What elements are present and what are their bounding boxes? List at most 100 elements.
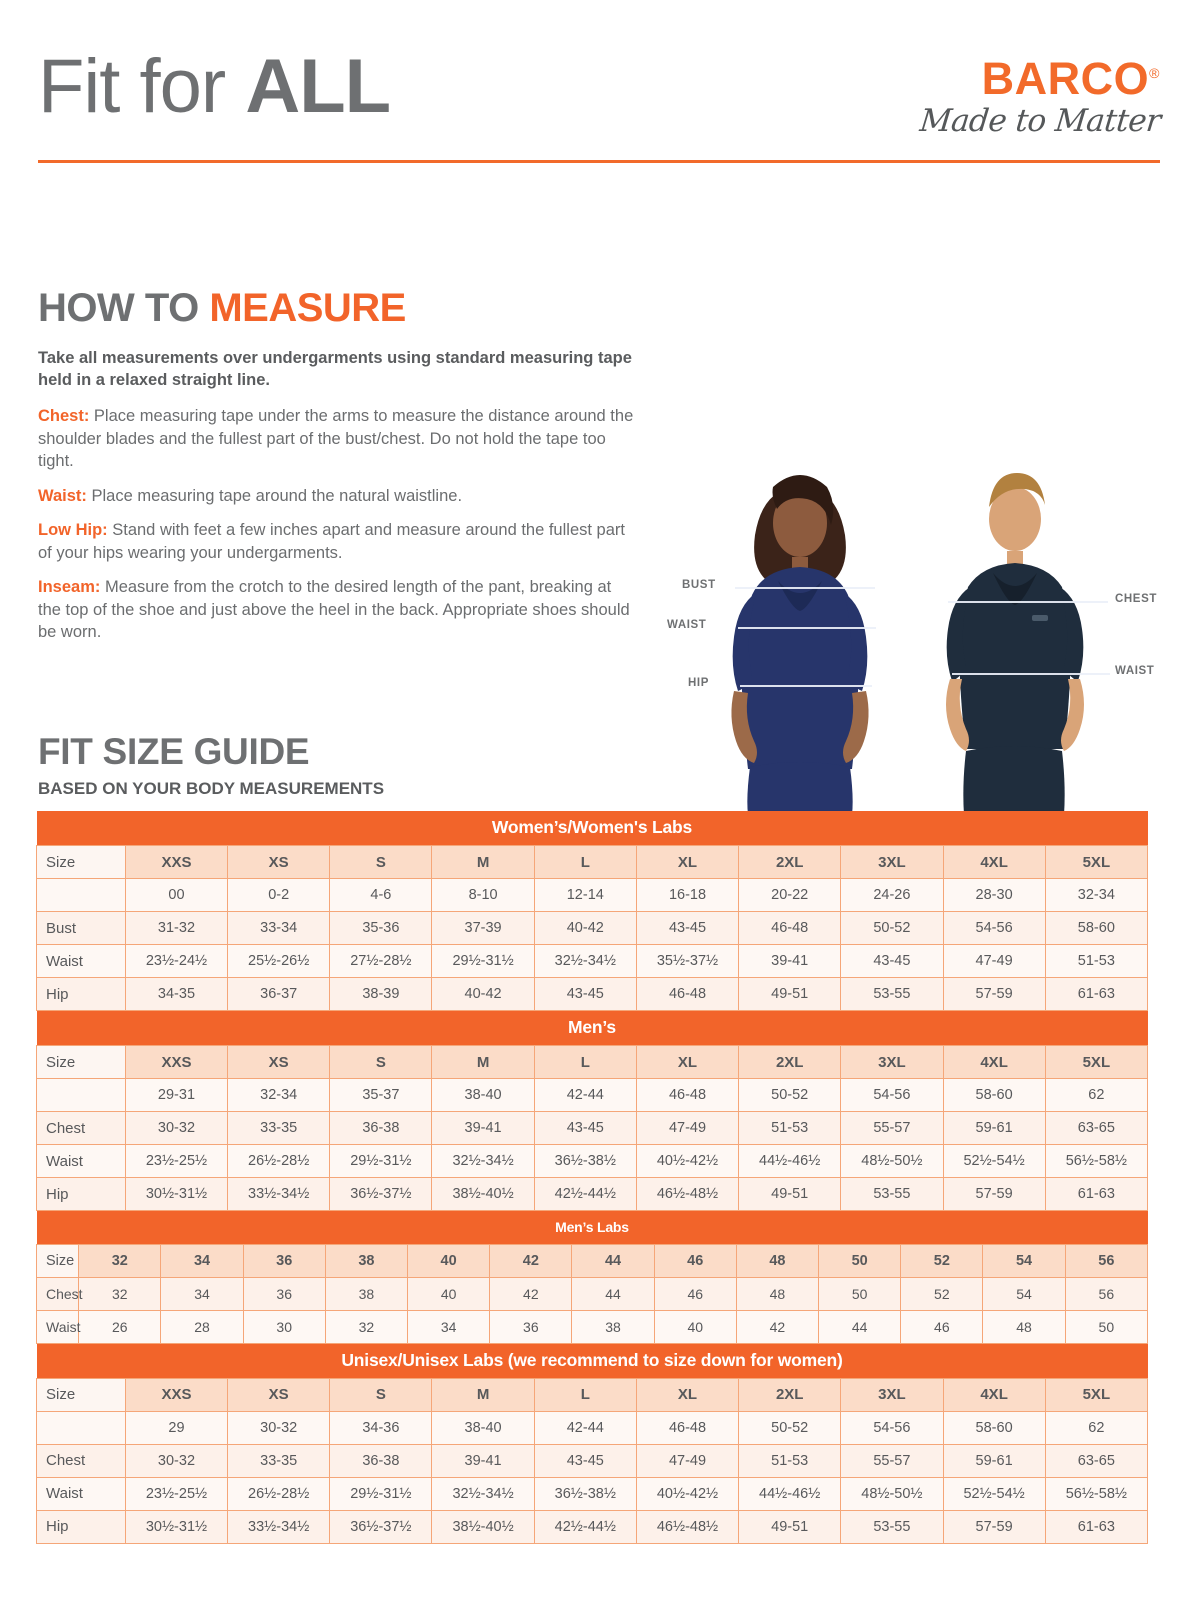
measurement-cell: 61-63 [1044,1177,1149,1211]
numeric-size-cell: 28-30 [942,878,1046,912]
how-to-measure-section: HOW TO MEASURE Take all measurements ove… [38,285,638,656]
row-label: Waist [36,1144,126,1178]
bust-measure-line [735,587,875,589]
table-band-unisex: Unisex/Unisex Labs (we recommend to size… [36,1343,1148,1378]
measurement-cell: 40½-42½ [635,1476,740,1511]
measurement-cell: 40 [407,1276,491,1311]
measurement-cell: 25½-26½ [227,944,331,978]
waist-measure-line-female [738,627,876,629]
measurement-cell: 40-42 [431,977,535,1011]
numeric-size-cell: 58-60 [942,1078,1046,1112]
fit-size-guide-section-head: FIT SIZE GUIDE BASED ON YOUR BODY MEASUR… [38,731,384,801]
row-label: Chest [36,1111,126,1145]
fit-size-guide-subheading: BASED ON YOUR BODY MEASUREMENTS [38,779,385,798]
measurement-cell: 47-49 [635,1443,740,1478]
measurement-cell: 43-45 [533,977,637,1011]
table-row-numeric-sizes: 29 30-32 34-36 38-40 42-44 46-48 50-52 54-56 58-… [36,1410,1149,1445]
numeric-size-cell: 35-37 [329,1078,433,1112]
measurement-cell: 23½-25½ [124,1476,229,1511]
header-divider [38,160,1160,163]
measurement-cell: 38 [324,1276,409,1311]
measurement-cell: 33½-34½ [227,1509,331,1544]
measurement-cell: 38 [571,1309,655,1344]
measurement-cell: 57-59 [942,977,1046,1011]
size-table-unisex: Unisex/Unisex Labs (we recommend to size… [36,1343,1149,1544]
measure-item-inseam-text: Measure from the crotch to the desired l… [38,578,630,641]
table-band-label: Men’s Labs [36,1211,1148,1244]
table-band-mens-labs: Men’s Labs [36,1211,1148,1244]
measurement-cell: 32½-34½ [431,1144,535,1178]
measurement-cell: 34 [160,1276,244,1311]
measurement-cell: 28 [160,1309,244,1344]
table-row: Bust 31-32 33-34 35-36 37-39 40-42 43-45 46-48 5… [36,911,1149,945]
measure-item-waist: Waist: Place measuring tape around the n… [38,485,638,508]
size-header-cell: M [431,845,535,879]
measurement-cell: 36-38 [329,1111,433,1145]
measure-item-waist-text: Place measuring tape around the natural … [86,486,463,505]
measurement-cell: 36 [242,1276,326,1311]
numeric-size-cell: 38-40 [431,1410,535,1445]
size-header-cell: XL [635,1045,740,1079]
measurement-cell: 43-45 [635,911,740,945]
measurement-cell: 48½-50½ [840,1476,944,1511]
measurement-cell: 38½-40½ [431,1509,535,1544]
measurement-cell: 48 [982,1309,1066,1344]
size-header-cell: 2XL [738,845,842,879]
measurement-cell: 42 [489,1276,573,1311]
measurement-cell: 39-41 [431,1443,535,1478]
row-label: Waist [35,1309,80,1344]
measurement-cell: 38-39 [329,977,433,1011]
measurement-cell: 47-49 [942,944,1046,978]
numeric-size-cell: 30-32 [227,1410,331,1445]
size-header-cell: XXS [124,1377,229,1412]
size-table-mens-labs: Men’s Labs Size 32 34 36 38 40 42 44 46 48 50 52 54 56… [35,1211,1149,1344]
row-label-size: Size [36,845,126,879]
measurement-cell: 36½-37½ [329,1177,433,1211]
measurement-cell: 33-35 [227,1111,331,1145]
table-row: Chest 30-32 33-35 36-38 39-41 43-45 47-49 51-53… [36,1111,1149,1145]
table-row-numeric-sizes: 00 0-2 4-6 8-10 12-14 16-18 20-22 24-26 28-30 32-… [36,878,1149,912]
table-row-numeric-sizes: 29-31 32-34 35-37 38-40 42-44 46-48 50-52 54-56… [36,1078,1149,1112]
size-header-cell: S [329,1045,433,1079]
measure-item-low-hip-text: Stand with feet a few inches apart and m… [38,521,625,562]
measurement-cell: 63-65 [1044,1443,1149,1478]
table-row: Waist 26 28 30 32 34 36 38 40 42 44 46 48 50 [35,1309,1149,1344]
size-table-womens: Women’s/Women's Labs Size XXS XS S M L XL 2XL 3XL… [36,811,1149,1011]
measurement-cell: 61-63 [1044,977,1149,1011]
measurement-cell: 42 [735,1309,820,1344]
numeric-size-cell: 42-44 [533,1078,637,1112]
table-row: Hip 34-35 36-37 38-39 40-42 43-45 46-48 49-51 53… [36,977,1149,1011]
measurement-cell: 44½-46½ [738,1476,842,1511]
page-title-bold: ALL [245,44,391,129]
row-label-empty [36,1078,126,1112]
measurement-cell: 46½-48½ [635,1177,740,1211]
measurement-cell: 44½-46½ [738,1144,842,1178]
measurement-cell: 30-32 [124,1443,229,1478]
measurement-cell: 33-35 [227,1443,331,1478]
numeric-size-cell: 12-14 [533,878,637,912]
measurement-cell: 57-59 [942,1509,1046,1544]
table-band-label: Men’s [36,1011,1148,1046]
heading-plain-part: HOW TO [38,286,210,330]
measure-item-chest: Chest: Place measuring tape under the ar… [38,405,638,473]
measurement-cell: 50 [1064,1309,1149,1344]
measurement-cell: 27½-28½ [329,944,433,978]
measurement-cell: 36-38 [329,1443,433,1478]
numeric-size-cell: 8-10 [431,878,535,912]
label-chest: CHEST [1115,593,1157,605]
table-row-size-header: Size 32 34 36 38 40 42 44 46 48 50 52 54 56 [35,1243,1149,1278]
measurement-cell: 57-59 [942,1177,1046,1211]
measurement-cell: 23½-25½ [124,1144,229,1178]
label-waist-right: WAIST [1115,665,1155,677]
size-header-cell: 3XL [840,845,944,879]
measurement-cell: 50 [818,1276,902,1311]
measurement-cell: 36-37 [227,977,331,1011]
measurement-cell: 48 [735,1276,820,1311]
measurement-cell: 36½-37½ [329,1509,433,1544]
size-header-cell: L [533,1377,637,1412]
chest-measure-line [948,601,1108,603]
registered-mark-icon: ® [1149,65,1160,81]
size-guide-page: Fit for ALL BARCO® Made to Matter HOW TO… [0,45,1200,1600]
measurement-cell: 51-53 [738,1443,842,1478]
numeric-size-cell: 58-60 [942,1410,1046,1445]
